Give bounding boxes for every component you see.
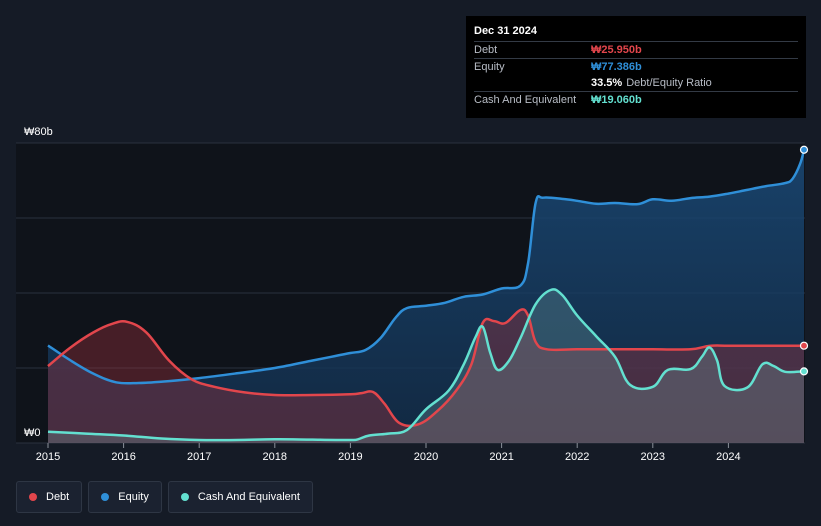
legend-item-debt[interactable]: Debt [16, 481, 83, 513]
tooltip-label: Equity [474, 61, 505, 73]
x-tick-label: 2023 [641, 451, 665, 463]
x-tick-label: 2016 [111, 451, 135, 463]
tooltip-panel: Dec 31 2024 Debt ₩25.950b Equity ₩77.386… [466, 16, 806, 118]
tooltip-value: ₩19.060b [591, 94, 642, 106]
legend-item-equity[interactable]: Equity [88, 481, 162, 513]
x-tick-label: 2017 [187, 451, 211, 463]
x-axis-ticks: 2015 2016 2017 2018 2019 2020 2021 2022 2023 2024 [36, 443, 741, 463]
debt-line [47, 308, 804, 428]
tooltip-row-cash: Cash And Equivalent ₩19.060b [474, 91, 798, 108]
x-tick-label: 2019 [338, 451, 362, 463]
x-tick-label: 2015 [36, 451, 60, 463]
tooltip-row-ratio: 33.5% Debt/Equity Ratio [474, 75, 798, 91]
x-tick-label: 2020 [414, 451, 438, 463]
equity-line [47, 149, 806, 385]
x-tick-label: 2018 [263, 451, 287, 463]
x-tick-label: 2024 [716, 451, 740, 463]
dot-icon [29, 493, 37, 501]
tooltip-label: Cash And Equivalent [474, 94, 577, 106]
cash-and-equivalent-area [48, 289, 804, 443]
x-tick-label: 2022 [565, 451, 589, 463]
y-axis-bottom-label: ₩0 [24, 427, 41, 439]
tooltip-value: ₩25.950b [591, 44, 642, 56]
equity-area [48, 149, 804, 444]
equity-endpoint [799, 145, 809, 154]
x-tick-label: 2021 [489, 451, 513, 463]
series-lines [47, 149, 806, 442]
y-axis-top-label: ₩80b [24, 126, 53, 138]
tooltip-value: ₩77.386b [591, 61, 642, 73]
legend-label: Cash And Equivalent [197, 491, 300, 503]
tooltip-suffix: Debt/Equity Ratio [626, 77, 712, 89]
series-endpoints [799, 145, 809, 376]
tooltip-date: Dec 31 2024 [474, 25, 537, 37]
tooltip-row-debt: Debt ₩25.950b [474, 41, 798, 58]
tooltip-value: 33.5% [591, 77, 623, 89]
dot-icon [180, 493, 189, 501]
series-areas [48, 149, 804, 444]
tooltip-row-equity: Equity ₩77.386b [474, 58, 798, 75]
cash-and-equivalent-endpoint [799, 367, 809, 376]
cash-and-equivalent-line [47, 288, 805, 442]
legend: Debt Equity Cash And Equivalent [16, 481, 313, 513]
debt-area [48, 309, 804, 443]
dot-icon [101, 493, 110, 501]
debt-endpoint [799, 341, 809, 350]
legend-item-cash[interactable]: Cash And Equivalent [167, 481, 313, 513]
legend-label: Debt [46, 491, 70, 503]
legend-label: Equity [118, 491, 149, 503]
tooltip-label: Debt [474, 44, 498, 56]
